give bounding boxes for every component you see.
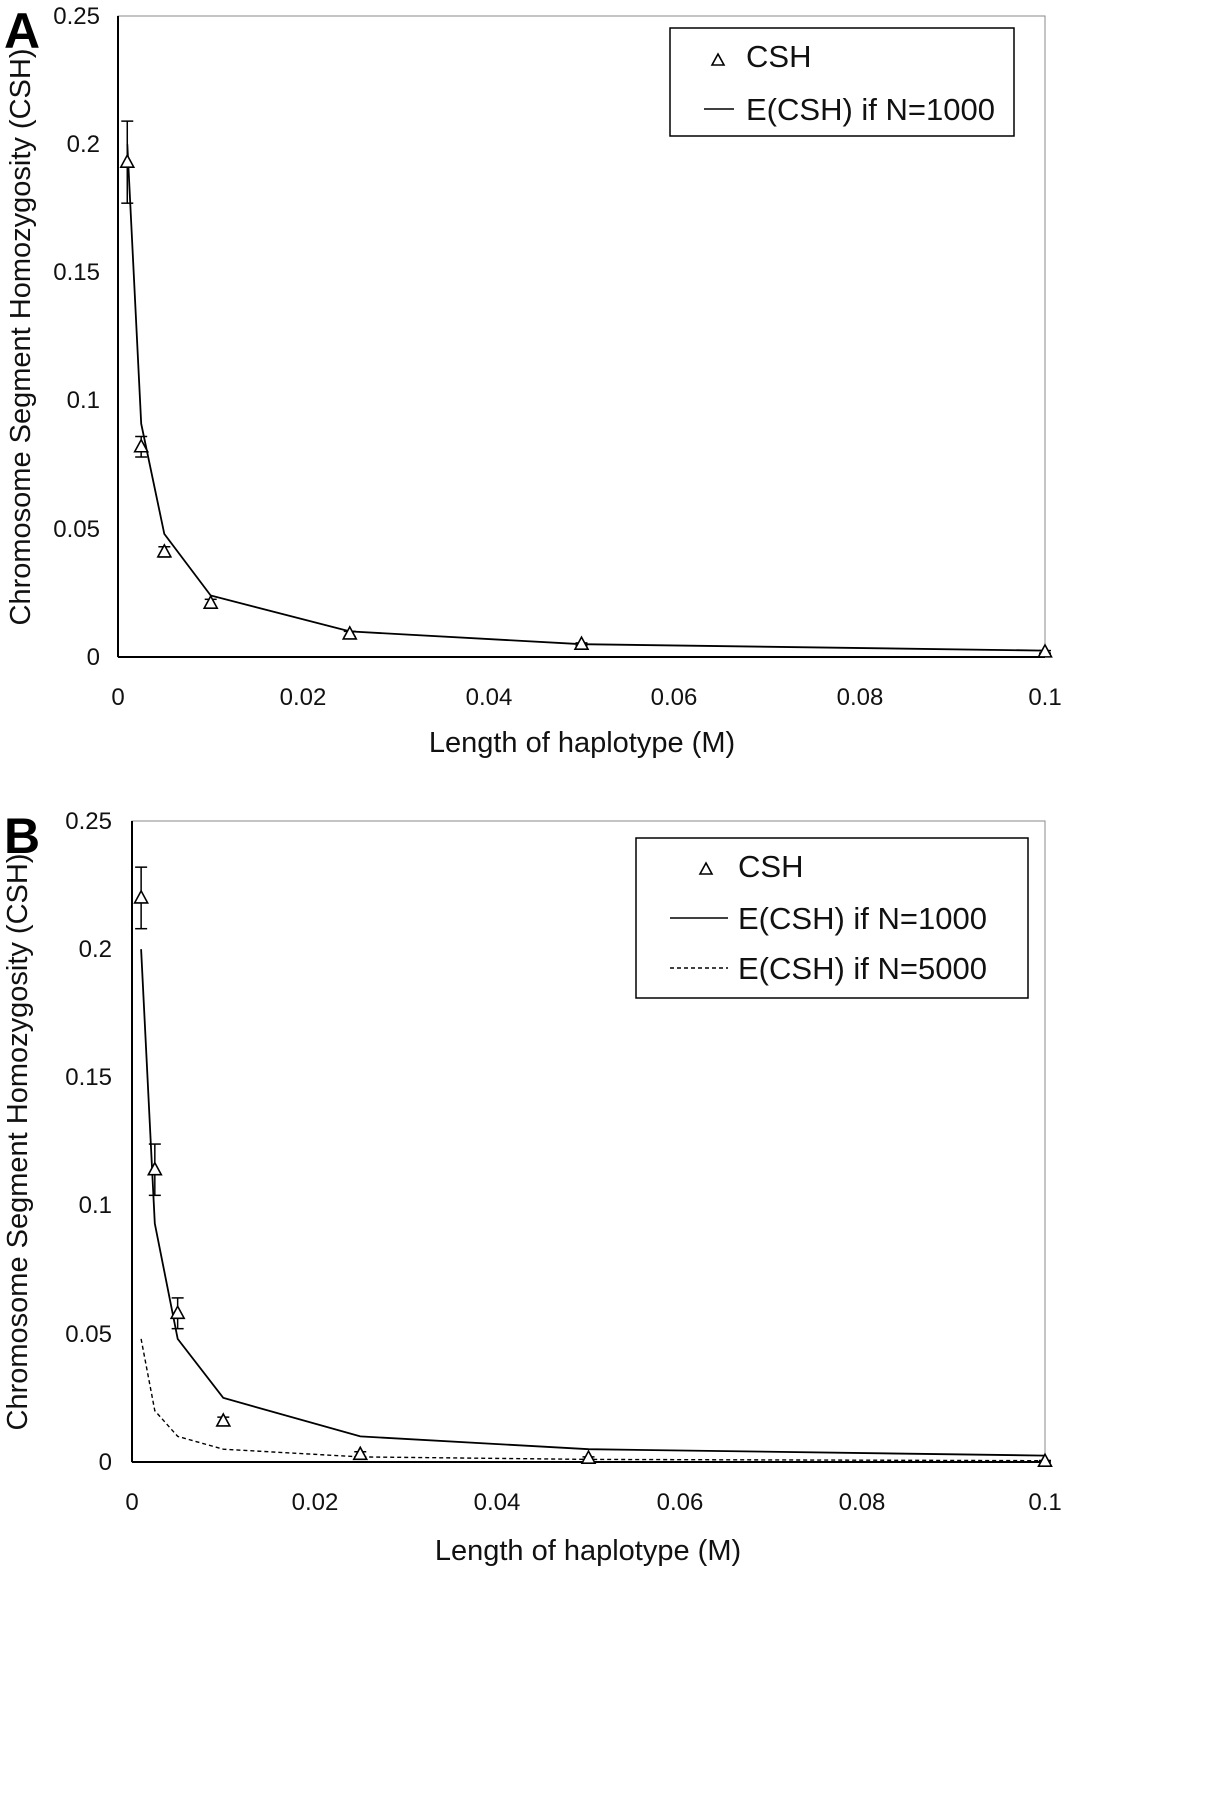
y-tick-label: 0.15 [65, 1064, 112, 1091]
plot-marks-b [133, 866, 1053, 1468]
x-tick-label: 0.1 [1028, 1489, 1061, 1516]
legend-triangle-marker [710, 52, 726, 66]
data-point-triangle [202, 594, 219, 609]
x-tick-label: 0.08 [837, 684, 884, 711]
x-tick-label: 0.06 [657, 1489, 704, 1516]
data-point-triangle [119, 153, 136, 168]
y-axis-title-b: Chromosome Segment Homozygosity (CSH) [2, 854, 34, 1431]
legend-label-n5000: E(CSH) if N=5000 [738, 951, 987, 986]
panel-letter-a: A [4, 3, 40, 59]
y-tick-label: 0.15 [53, 259, 100, 286]
x-tick-label: 0.08 [839, 1489, 886, 1516]
legend-a: CSH E(CSH) if N=1000 [669, 27, 1015, 137]
legend-label-n1000: E(CSH) if N=1000 [746, 92, 995, 127]
y-axis-title-a: Chromosome Segment Homozygosity (CSH) [5, 49, 37, 626]
x-tick-label: 0.02 [280, 684, 327, 711]
y-tick-label: 0.1 [67, 387, 100, 414]
plot-marks-a [119, 120, 1053, 658]
y-tick-label: 0.1 [79, 1192, 112, 1219]
legend-label-csh: CSH [738, 849, 803, 884]
x-tick-label: 0.06 [651, 684, 698, 711]
y-tick-label: 0.2 [79, 936, 112, 963]
x-tick-label: 0.02 [292, 1489, 339, 1516]
data-point-triangle [169, 1304, 186, 1320]
data-point-triangle [133, 438, 150, 453]
data-point-triangle [1037, 1452, 1053, 1468]
x-axis-title-b: Length of haplotype (M) [435, 1535, 741, 1567]
data-point-triangle [1037, 643, 1053, 658]
x-axis-title-a: Length of haplotype (M) [429, 727, 735, 759]
legend-box-a [669, 27, 1015, 137]
panel-a: A 0 0.05 0.1 0.15 0.2 0.25 0 0.02 0.04 0… [4, 3, 1062, 759]
x-tick-label: 0.1 [1028, 684, 1061, 711]
data-point-triangle [352, 1445, 369, 1461]
y-tick-label: 0.05 [65, 1321, 112, 1348]
data-point-triangle [573, 635, 590, 650]
data-point-triangle [146, 1161, 163, 1176]
y-tick-label: 0.2 [67, 131, 100, 158]
panel-b: B 0 0.05 0.1 0.15 0.2 0.25 0 0.02 0.04 0… [2, 808, 1062, 1567]
y-tick-label: 0.25 [53, 3, 100, 30]
data-point-triangle [133, 889, 149, 904]
legend-triangle-marker [698, 861, 714, 875]
panel-letter-b: B [4, 808, 40, 864]
data-point-triangle [580, 1449, 597, 1464]
y-tick-label: 0 [87, 644, 100, 671]
y-tick-label: 0 [99, 1449, 112, 1476]
legend-b: CSH E(CSH) if N=1000 E(CSH) if N=5000 [635, 837, 1029, 999]
x-tick-label: 0.04 [466, 684, 513, 711]
data-point-triangle [215, 1412, 232, 1427]
data-point-triangle [156, 543, 173, 558]
x-tick-label: 0 [125, 1489, 138, 1516]
x-tick-label: 0.04 [474, 1489, 521, 1516]
legend-label-n1000: E(CSH) if N=1000 [738, 901, 987, 936]
data-point-triangle [341, 625, 358, 640]
y-tick-label: 0.25 [65, 808, 112, 835]
legend-label-csh: CSH [746, 39, 811, 74]
y-tick-label: 0.05 [53, 516, 100, 543]
x-tick-label: 0 [111, 684, 124, 711]
series-line-1 [140, 949, 1046, 1457]
